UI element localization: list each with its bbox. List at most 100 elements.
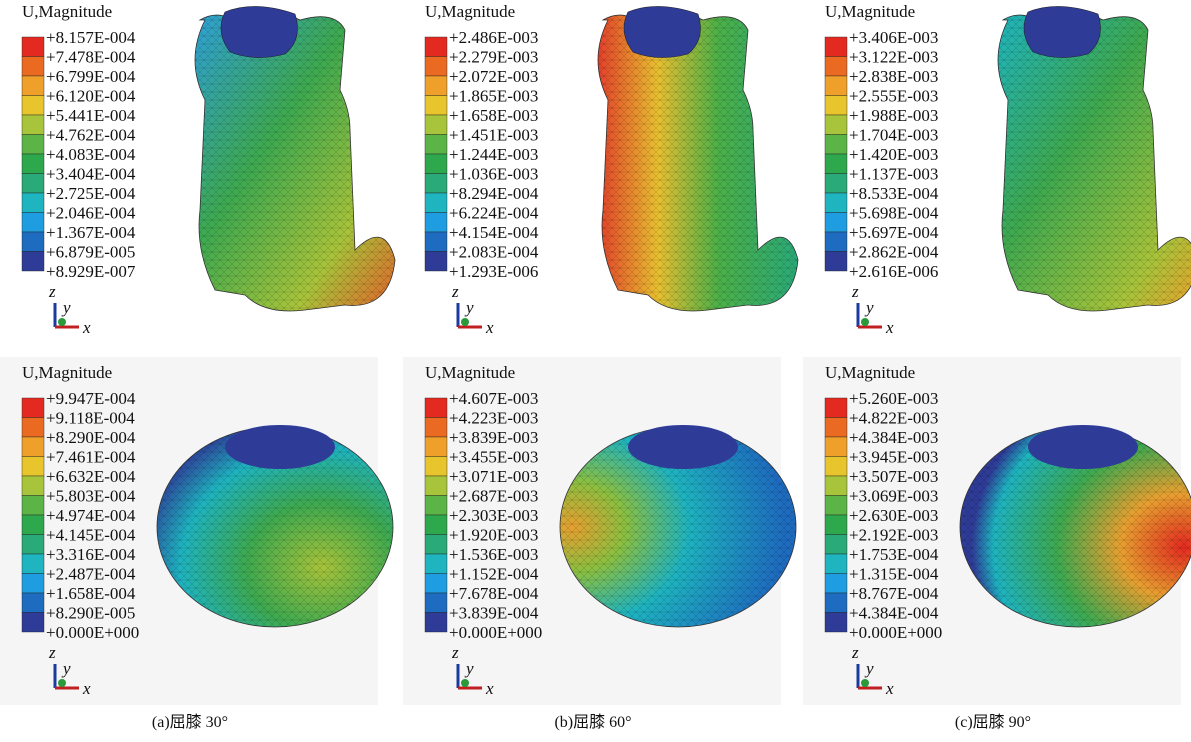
legend-label: +2.046E-004 — [46, 204, 136, 223]
legend-band — [22, 418, 44, 438]
legend-label: +4.384E-004 — [849, 604, 939, 623]
triad-label: x — [885, 318, 894, 337]
legend-label: +1.451E-003 — [449, 126, 538, 145]
legend-label: +0.000E+000 — [46, 623, 139, 642]
legend-band — [825, 135, 847, 155]
panel: U,Magnitude+8.157E-004+7.478E-004+6.799E… — [22, 2, 395, 337]
legend-label: +1.137E-003 — [849, 165, 938, 184]
legend-label: +1.244E-003 — [449, 145, 538, 164]
legend-title: U,Magnitude — [825, 363, 915, 382]
legend-band — [425, 154, 447, 174]
legend-label: +5.698E-004 — [849, 204, 939, 223]
legend-label: +6.879E-005 — [46, 243, 135, 262]
triad-label: y — [464, 298, 474, 317]
legend-label: +1.658E-004 — [46, 584, 136, 603]
legend-band — [825, 613, 847, 633]
triad-label: y — [61, 659, 71, 678]
legend-band — [22, 398, 44, 418]
legend-band — [825, 37, 847, 57]
model-cap — [628, 425, 738, 469]
triad-label: x — [485, 318, 494, 337]
legend-label: +2.862E-004 — [849, 243, 939, 262]
legend-label: +2.083E-004 — [449, 243, 539, 262]
legend-label: +8.294E-004 — [449, 184, 539, 203]
legend-band — [425, 37, 447, 57]
triad-y — [861, 679, 869, 687]
legend-label: +3.069E-003 — [849, 487, 938, 506]
legend-label: +1.753E-004 — [849, 545, 939, 564]
legend-label: +7.478E-004 — [46, 48, 136, 67]
triad-label: y — [61, 298, 71, 317]
triad-label: z — [48, 643, 56, 662]
legend-band — [425, 476, 447, 496]
legend-band — [825, 96, 847, 116]
legend-label: +4.154E-004 — [449, 223, 539, 242]
legend-label: +8.533E-004 — [849, 184, 939, 203]
triad-y — [58, 679, 66, 687]
legend-band — [825, 515, 847, 535]
legend-band — [825, 496, 847, 516]
legend-label: +3.507E-003 — [849, 467, 938, 486]
legend-label: +2.630E-003 — [849, 506, 938, 525]
model-cap — [221, 6, 297, 57]
legend-label: +1.536E-003 — [449, 545, 538, 564]
model-cap — [624, 6, 700, 57]
legend-band — [825, 418, 847, 438]
legend-label: +4.822E-003 — [849, 409, 938, 428]
legend-label: +8.767E-004 — [849, 584, 939, 603]
legend-band — [425, 418, 447, 438]
legend-label: +6.632E-004 — [46, 467, 136, 486]
legend-band — [22, 154, 44, 174]
panel: U,Magnitude+3.406E-003+3.122E-003+2.838E… — [825, 2, 1191, 337]
triad-y — [461, 679, 469, 687]
legend-band — [825, 213, 847, 233]
caption: (b)屈膝 60° — [554, 713, 631, 731]
legend-label: +0.000E+000 — [449, 623, 542, 642]
legend-band — [825, 535, 847, 555]
legend-label: +1.367E-004 — [46, 223, 136, 242]
caption: (a)屈膝 30° — [152, 713, 228, 731]
legend-label: +4.762E-004 — [46, 126, 136, 145]
legend-label: +6.224E-004 — [449, 204, 539, 223]
panel: U,Magnitude+9.947E-004+9.118E-004+8.290E… — [0, 357, 393, 705]
legend-label: +3.122E-003 — [849, 48, 938, 67]
legend-band — [425, 398, 447, 418]
legend-label: +6.799E-004 — [46, 67, 136, 86]
legend-band — [22, 37, 44, 57]
legend-label: +8.290E-005 — [46, 604, 135, 623]
model-mesh — [598, 14, 798, 311]
legend-band — [425, 496, 447, 516]
legend-band — [22, 232, 44, 252]
legend-label: +5.697E-004 — [849, 223, 939, 242]
legend-label: +2.486E-003 — [449, 28, 538, 47]
legend-label: +4.223E-003 — [449, 409, 538, 428]
legend-band — [825, 457, 847, 477]
legend-label: +4.974E-004 — [46, 506, 136, 525]
legend-band — [22, 213, 44, 233]
legend-band — [425, 135, 447, 155]
legend-label: +1.420E-003 — [849, 145, 938, 164]
legend-title: U,Magnitude — [22, 2, 112, 21]
legend-band — [425, 457, 447, 477]
legend-band — [825, 193, 847, 213]
legend-label: +3.839E-003 — [449, 428, 538, 447]
model-cap — [225, 425, 335, 469]
legend-band — [22, 193, 44, 213]
legend-label: +1.293E-006 — [449, 262, 538, 281]
legend-band — [825, 554, 847, 574]
caption: (c)屈膝 90° — [955, 713, 1031, 731]
legend-label: +8.290E-004 — [46, 428, 136, 447]
model-mesh — [195, 14, 395, 311]
legend-band — [22, 476, 44, 496]
legend-band — [22, 613, 44, 633]
model-cap — [1024, 6, 1100, 57]
triad-label: x — [82, 318, 91, 337]
panel: U,Magnitude+4.607E-003+4.223E-003+3.839E… — [403, 357, 796, 705]
triad-label: x — [885, 679, 894, 698]
legend-band — [425, 574, 447, 594]
legend-band — [425, 96, 447, 116]
legend-label: +1.036E-003 — [449, 165, 538, 184]
triad-label: y — [864, 659, 874, 678]
legend-band — [425, 232, 447, 252]
triad-label: y — [464, 659, 474, 678]
